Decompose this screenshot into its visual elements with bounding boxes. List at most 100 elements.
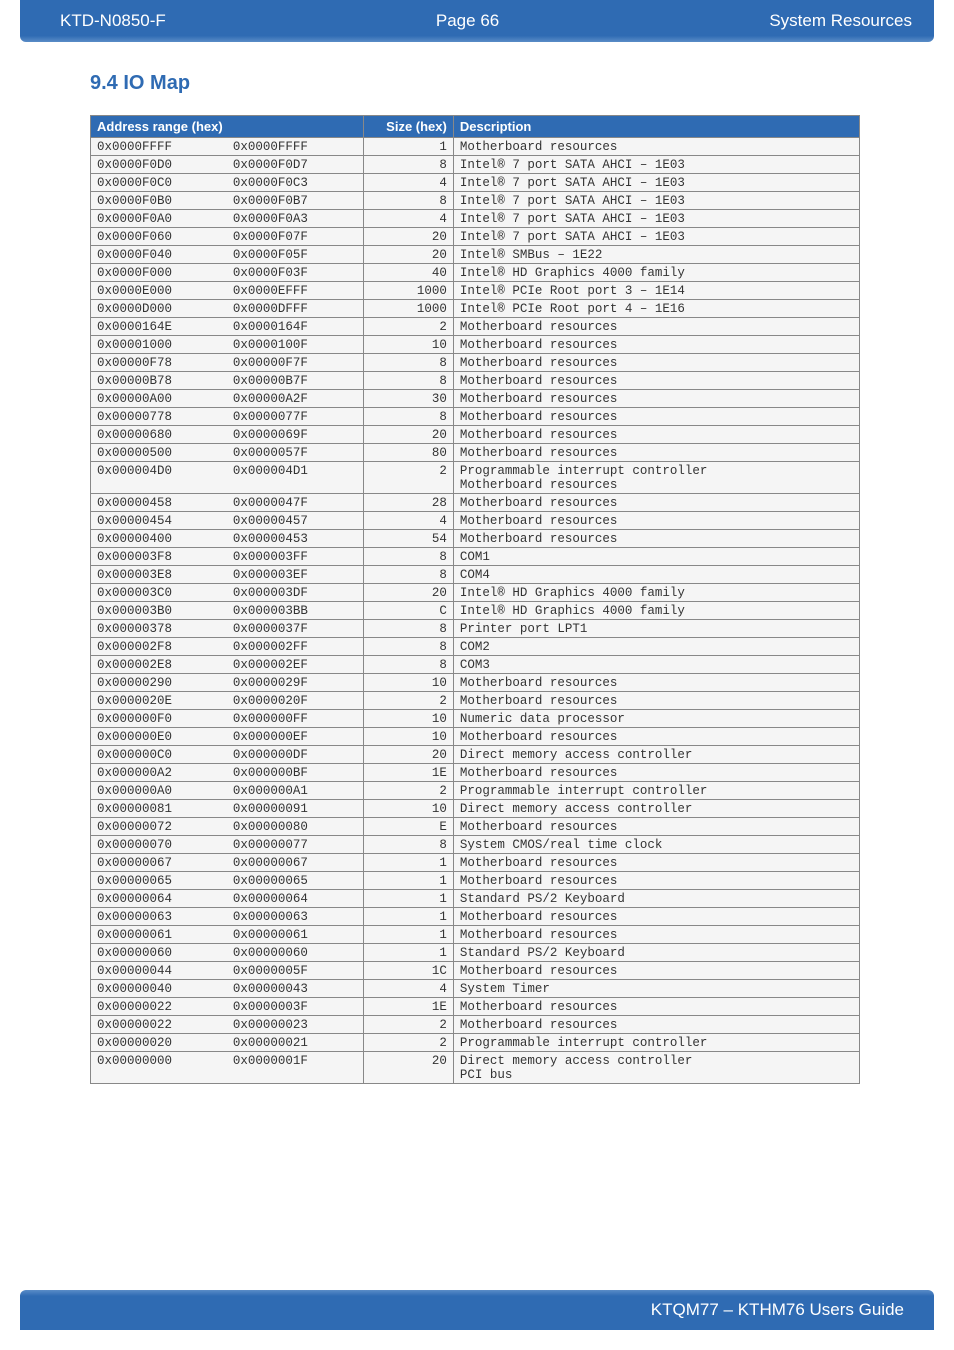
cell-size: 40 (363, 264, 453, 282)
cell-addr-end: 0x0000037F (227, 620, 363, 638)
table-row: 0x0000FFFF0x0000FFFF1Motherboard resourc… (91, 138, 860, 156)
cell-description: Motherboard resources (453, 728, 859, 746)
table-row: 0x0000D0000x0000DFFF1000Intel® PCIe Root… (91, 300, 860, 318)
cell-addr-end: 0x00000080 (227, 818, 363, 836)
table-row: 0x000000810x0000009110Direct memory acce… (91, 800, 860, 818)
cell-addr-end: 0x00000060 (227, 944, 363, 962)
cell-addr-start: 0x00000778 (91, 408, 227, 426)
cell-size: 4 (363, 980, 453, 998)
cell-addr-start: 0x0000020E (91, 692, 227, 710)
cell-size: 80 (363, 444, 453, 462)
cell-size: 10 (363, 710, 453, 728)
cell-size: 2 (363, 692, 453, 710)
cell-addr-start: 0x00000680 (91, 426, 227, 444)
header-page-number: Page 66 (436, 11, 499, 31)
cell-description: Motherboard resources (453, 408, 859, 426)
cell-addr-end: 0x00000067 (227, 854, 363, 872)
cell-addr-start: 0x00000070 (91, 836, 227, 854)
cell-addr-end: 0x0000020F (227, 692, 363, 710)
cell-description: Motherboard resources (453, 908, 859, 926)
cell-size: 10 (363, 336, 453, 354)
cell-addr-start: 0x00000000 (91, 1052, 227, 1084)
io-map-table: Address range (hex) Size (hex) Descripti… (90, 115, 860, 1084)
table-row: 0x000003780x0000037F8Printer port LPT1 (91, 620, 860, 638)
cell-size: 1 (363, 926, 453, 944)
table-row: 0x0000F0A00x0000F0A34Intel® 7 port SATA … (91, 210, 860, 228)
cell-addr-start: 0x00000060 (91, 944, 227, 962)
table-row: 0x0000F0000x0000F03F40Intel® HD Graphics… (91, 264, 860, 282)
table-row: 0x00000F780x00000F7F8Motherboard resourc… (91, 354, 860, 372)
cell-size: 1 (363, 890, 453, 908)
col-header-size: Size (hex) (363, 116, 453, 138)
cell-size: 8 (363, 566, 453, 584)
cell-description: Intel® HD Graphics 4000 family (453, 584, 859, 602)
table-row: 0x000003B00x000003BBCIntel® HD Graphics … (91, 602, 860, 620)
cell-addr-start: 0x00000064 (91, 890, 227, 908)
cell-addr-start: 0x00000044 (91, 962, 227, 980)
table-row: 0x000002E80x000002EF8COM3 (91, 656, 860, 674)
cell-addr-end: 0x0000001F (227, 1052, 363, 1084)
cell-addr-start: 0x000003C0 (91, 584, 227, 602)
cell-description: COM3 (453, 656, 859, 674)
cell-description: Motherboard resources (453, 494, 859, 512)
cell-addr-start: 0x000003F8 (91, 548, 227, 566)
cell-addr-end: 0x00000023 (227, 1016, 363, 1034)
table-row: 0x000003C00x000003DF20Intel® HD Graphics… (91, 584, 860, 602)
cell-addr-start: 0x00000063 (91, 908, 227, 926)
cell-size: 2 (363, 1034, 453, 1052)
table-row: 0x000000000x0000001F20Direct memory acce… (91, 1052, 860, 1084)
cell-description: Motherboard resources (453, 962, 859, 980)
cell-addr-start: 0x000000A2 (91, 764, 227, 782)
cell-addr-start: 0x0000F0C0 (91, 174, 227, 192)
cell-description: System Timer (453, 980, 859, 998)
table-row: 0x0000E0000x0000EFFF1000Intel® PCIe Root… (91, 282, 860, 300)
cell-addr-end: 0x0000DFFF (227, 300, 363, 318)
cell-size: 2 (363, 1016, 453, 1034)
cell-size: 20 (363, 426, 453, 444)
header-doc-id: KTD-N0850-F (60, 11, 166, 31)
cell-size: 4 (363, 512, 453, 530)
cell-addr-start: 0x0000F060 (91, 228, 227, 246)
cell-description: COM4 (453, 566, 859, 584)
cell-addr-start: 0x00000F78 (91, 354, 227, 372)
table-row: 0x00000B780x00000B7F8Motherboard resourc… (91, 372, 860, 390)
cell-description: Direct memory access controller (453, 746, 859, 764)
cell-description: Motherboard resources (453, 426, 859, 444)
cell-size: 10 (363, 728, 453, 746)
table-row: 0x000003F80x000003FF8COM1 (91, 548, 860, 566)
table-row: 0x000000670x000000671Motherboard resourc… (91, 854, 860, 872)
cell-addr-end: 0x0000F0D7 (227, 156, 363, 174)
table-row: 0x000000220x000000232Motherboard resourc… (91, 1016, 860, 1034)
table-row: 0x0000164E0x0000164F2Motherboard resourc… (91, 318, 860, 336)
table-header-row: Address range (hex) Size (hex) Descripti… (91, 116, 860, 138)
cell-size: 8 (363, 372, 453, 390)
cell-addr-end: 0x0000100F (227, 336, 363, 354)
cell-description: Motherboard resources (453, 318, 859, 336)
cell-size: 1C (363, 962, 453, 980)
table-row: 0x0000F0400x0000F05F20Intel® SMBus – 1E2… (91, 246, 860, 264)
cell-addr-end: 0x00000063 (227, 908, 363, 926)
table-row: 0x000000E00x000000EF10Motherboard resour… (91, 728, 860, 746)
table-row: 0x000000720x00000080EMotherboard resourc… (91, 818, 860, 836)
cell-size: 20 (363, 584, 453, 602)
cell-addr-start: 0x00000061 (91, 926, 227, 944)
cell-size: 30 (363, 390, 453, 408)
cell-description: COM2 (453, 638, 859, 656)
cell-addr-end: 0x000003EF (227, 566, 363, 584)
cell-addr-end: 0x0000EFFF (227, 282, 363, 300)
cell-size: 10 (363, 674, 453, 692)
cell-addr-start: 0x0000D000 (91, 300, 227, 318)
cell-size: 1E (363, 764, 453, 782)
cell-addr-end: 0x000000BF (227, 764, 363, 782)
table-row: 0x000007780x0000077F8Motherboard resourc… (91, 408, 860, 426)
cell-description: Direct memory access controller (453, 800, 859, 818)
cell-description: Intel® HD Graphics 4000 family (453, 264, 859, 282)
header-section: System Resources (769, 11, 912, 31)
cell-description: Motherboard resources (453, 530, 859, 548)
cell-size: 28 (363, 494, 453, 512)
cell-size: 1000 (363, 300, 453, 318)
cell-addr-start: 0x000004D0 (91, 462, 227, 494)
cell-size: 1 (363, 908, 453, 926)
table-row: 0x000010000x0000100F10Motherboard resour… (91, 336, 860, 354)
cell-addr-start: 0x00000067 (91, 854, 227, 872)
